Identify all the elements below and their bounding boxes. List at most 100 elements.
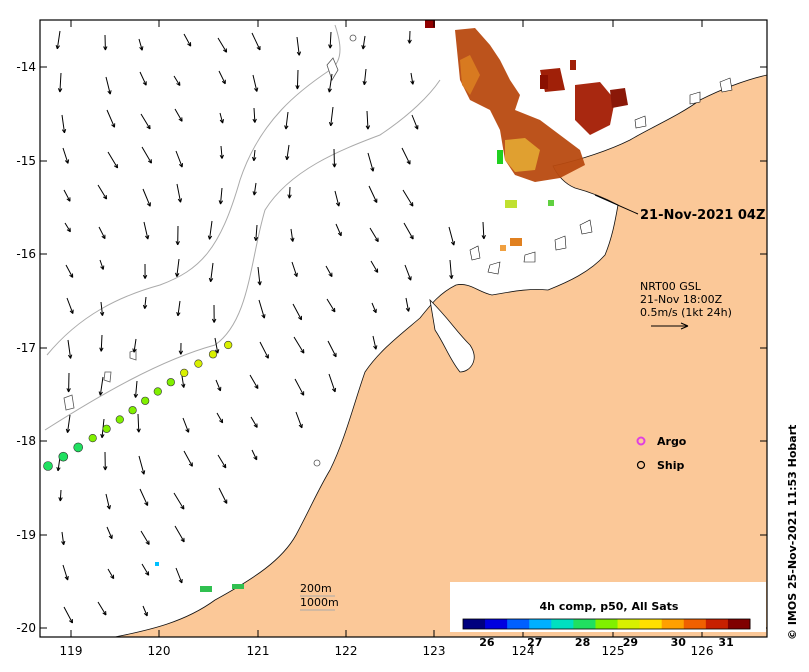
current-arrow	[249, 374, 259, 390]
current-arrow	[211, 304, 217, 323]
current-arrow	[403, 222, 414, 240]
current-arrow	[332, 148, 337, 168]
current-arrow	[106, 109, 116, 128]
current-arrow	[362, 68, 367, 86]
current-arrow	[175, 567, 183, 584]
current-arrow	[371, 302, 377, 314]
current-arrow	[99, 334, 104, 352]
current-arrow	[139, 71, 147, 86]
current-arrow	[287, 186, 292, 199]
ship-track-point	[43, 461, 53, 471]
ship-track-point	[58, 451, 69, 462]
current-arrow	[404, 264, 412, 281]
lon-label: 122	[335, 644, 358, 658]
current-arrow	[140, 530, 150, 546]
scale-arrow	[651, 322, 689, 330]
lon-label: 126	[691, 644, 714, 658]
current-arrow	[405, 297, 411, 312]
current-arrow	[98, 226, 106, 240]
current-arrow	[61, 114, 67, 134]
current-arrow	[139, 488, 149, 506]
argo-label: Argo	[657, 435, 687, 448]
colorbar-cell	[727, 619, 751, 629]
lat-label: -18	[16, 434, 36, 448]
current-arrow	[103, 34, 108, 51]
current-arrow	[290, 228, 295, 242]
islands	[63, 34, 357, 467]
current-arrow	[334, 190, 341, 207]
current-arrow	[61, 531, 66, 546]
lon-label: 120	[148, 644, 171, 658]
colorbar-cell	[705, 619, 729, 629]
current-arrow	[173, 492, 185, 510]
colorbar-cell	[507, 619, 530, 629]
map-frame	[39, 19, 768, 638]
current-arrow	[258, 299, 266, 319]
current-arrow	[133, 380, 139, 398]
current-arrow	[216, 412, 224, 424]
argo-marker-icon	[636, 436, 646, 446]
current-arrow	[142, 296, 148, 309]
current-arrow	[55, 30, 61, 50]
current-arrow	[335, 223, 342, 237]
current-arrow	[66, 372, 71, 393]
current-arrow	[218, 187, 224, 205]
colorbar-cell	[485, 619, 508, 629]
ship-track-point	[166, 378, 175, 387]
ship-track	[43, 340, 233, 471]
current-arrow	[142, 605, 148, 617]
current-arrow	[140, 113, 151, 130]
contour-200m	[44, 79, 441, 431]
current-arrow	[291, 261, 298, 278]
current-arrow	[328, 31, 333, 49]
colorbar-frame	[462, 618, 751, 630]
current-arrow	[176, 300, 181, 317]
current-arrow	[174, 525, 185, 543]
current-arrow	[293, 336, 305, 354]
current-arrow	[142, 263, 148, 279]
colorbar-cell	[551, 619, 574, 629]
current-arrow	[448, 226, 456, 246]
colorbar-cell	[529, 619, 552, 629]
current-time-label: 21-Nov 18:00Z	[640, 293, 723, 306]
ship-track-point	[194, 359, 203, 368]
current-arrow	[214, 337, 220, 354]
current-arrow	[292, 303, 302, 321]
colorbar-cell	[595, 619, 619, 629]
current-vectors	[55, 30, 486, 624]
current-arrow	[365, 110, 371, 130]
sst-satellite-patches	[155, 20, 628, 592]
colorbar-cell	[573, 619, 596, 629]
ship-track-point	[88, 434, 97, 443]
archipelago-islands	[469, 77, 733, 275]
lat-label: -15	[16, 154, 36, 168]
current-arrow	[325, 265, 333, 278]
current-arrow	[215, 379, 222, 392]
current-arrow	[105, 76, 112, 95]
current-arrow	[183, 33, 192, 47]
ship-track-point	[180, 368, 189, 378]
current-arrow	[372, 335, 378, 350]
current-arrow	[65, 264, 74, 278]
current-arrow	[328, 106, 334, 127]
current-arrow	[259, 341, 269, 359]
current-arrow	[103, 451, 108, 471]
longitude-axis: 119 120 121 122 123 124 125 126	[60, 20, 714, 658]
current-arrow	[328, 373, 337, 393]
lat-label: -16	[16, 247, 36, 261]
depth-200-label: 200m	[300, 582, 332, 595]
lon-label: 121	[247, 644, 270, 658]
current-arrow	[219, 112, 224, 124]
current-arrow	[252, 107, 257, 123]
current-arrow	[141, 563, 150, 576]
current-arrow	[62, 564, 69, 581]
current-arrow	[67, 339, 73, 359]
colorbar-tick-label: 28	[575, 636, 590, 649]
current-arrow	[361, 35, 366, 50]
colorbar-title: 4h comp, p50, All Sats	[540, 600, 679, 613]
current-arrow	[370, 260, 379, 273]
current-arrow	[257, 266, 262, 286]
lat-label: -17	[16, 341, 36, 355]
lat-label: -14	[16, 60, 36, 74]
